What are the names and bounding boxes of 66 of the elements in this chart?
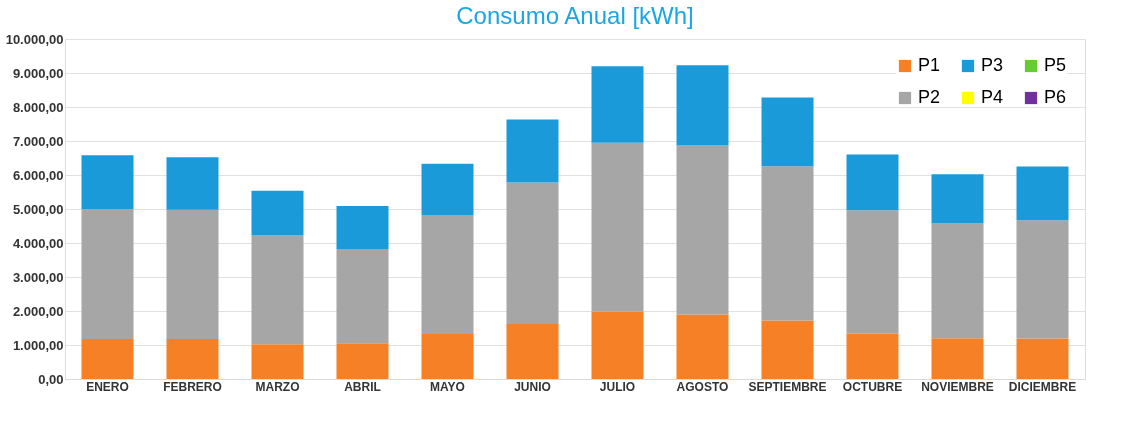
bar (676, 65, 729, 146)
x-tick-label: SEPTIEMBRE (748, 379, 827, 394)
bar (166, 338, 219, 379)
bar (336, 249, 389, 344)
bar (166, 209, 219, 339)
legend-label: P3 (981, 55, 1004, 75)
x-tick-label: JULIO (599, 379, 636, 394)
x-tick-label: JUNIO (514, 379, 551, 394)
x-tick-label: MAYO (430, 379, 465, 394)
bar (421, 334, 474, 379)
x-tick-label: DICIEMBRE (1008, 379, 1077, 394)
y-tick-label: 1.000,00 (12, 337, 64, 353)
x-tick-label: OCTUBRE (842, 379, 903, 394)
x-tick-label: FEBRERO (163, 379, 222, 394)
bar (421, 215, 474, 335)
bar (761, 320, 814, 379)
legend-label: P2 (918, 87, 941, 107)
bar (251, 235, 304, 345)
y-tick-label: 10.000,00 (5, 31, 64, 47)
legend-label: P1 (918, 55, 941, 75)
bar (251, 344, 304, 379)
bar (846, 210, 899, 334)
bar (81, 209, 134, 339)
bar (336, 343, 389, 379)
y-tick-label: 9.000,00 (12, 65, 64, 81)
bar (846, 333, 899, 379)
bar (591, 142, 644, 312)
bar (1016, 166, 1069, 221)
legend-label: P5 (1044, 55, 1067, 75)
bar (251, 190, 304, 236)
bar (761, 166, 814, 321)
bar (506, 119, 559, 183)
bar (1016, 220, 1069, 339)
x-tick-label: ENERO (86, 379, 129, 394)
bar (931, 174, 984, 224)
y-tick-label: 6.000,00 (12, 167, 64, 183)
y-tick-label: 3.000,00 (12, 269, 64, 285)
bar (506, 323, 559, 379)
legend-label: P4 (981, 87, 1004, 107)
bar (931, 338, 984, 379)
y-tick-label: 7.000,00 (12, 133, 64, 149)
x-tick-label: NOVIEMBRE (921, 379, 994, 394)
y-tick-label: 8.000,00 (12, 99, 64, 115)
bar (846, 154, 899, 211)
y-tick-label: 5.000,00 (12, 201, 64, 217)
bar (336, 205, 389, 250)
bar (931, 223, 984, 339)
bar (506, 182, 559, 324)
bar (591, 311, 644, 379)
bar (676, 145, 729, 315)
y-tick-label: 2.000,00 (12, 303, 64, 319)
x-tick-label: MARZO (255, 379, 300, 394)
bar (421, 163, 474, 216)
x-tick-label: AGOSTO (676, 379, 729, 394)
y-tick-label: 0,00 (38, 371, 64, 387)
bar (676, 314, 729, 379)
bar (761, 97, 814, 167)
bar (81, 338, 134, 379)
chart-title: Consumo Anual [kWh] (456, 2, 694, 29)
bar (591, 66, 644, 143)
legend-label: P6 (1044, 87, 1067, 107)
bar (1016, 338, 1069, 379)
bar (81, 155, 134, 209)
bar (166, 157, 219, 210)
x-tick-label: ABRIL (344, 379, 381, 394)
y-tick-label: 4.000,00 (12, 235, 64, 251)
